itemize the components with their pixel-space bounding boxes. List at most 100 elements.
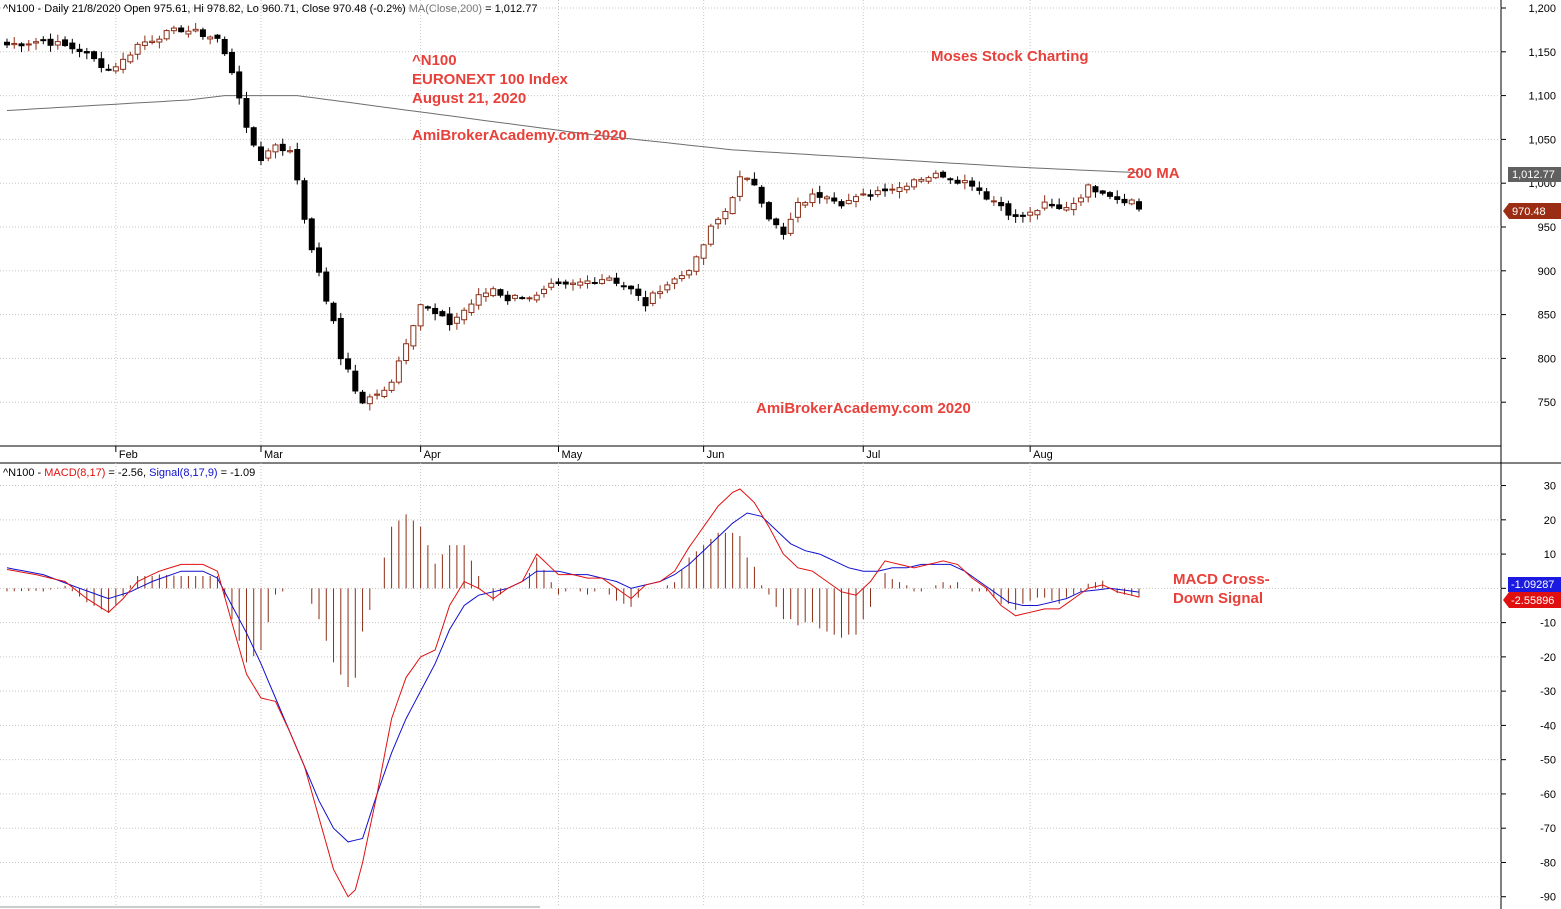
candle-body [511,294,518,299]
candle [504,291,511,305]
candle-body [773,218,780,226]
month-label: Jun [707,449,725,461]
candle-body [308,218,315,251]
candle-body [823,196,830,200]
candle-body [1041,201,1048,209]
candle [1019,211,1026,223]
candle-body [860,193,867,196]
candle-body [178,27,185,33]
candle [207,35,214,45]
candle [69,38,76,54]
candle [599,274,606,285]
candle-body [867,194,874,197]
candle [715,217,722,230]
candle-body [468,303,475,314]
candle [831,192,838,204]
candle-body [76,48,83,53]
candle-body [250,127,257,146]
candle [976,181,983,195]
candle [301,177,308,224]
month-label: Aug [1033,449,1053,461]
candle [693,255,700,276]
candle-body [410,325,417,347]
candle [940,170,947,179]
macd-axis-label: -70 [1540,823,1556,835]
macd-axis-label: -40 [1540,720,1556,732]
candle [983,187,990,201]
candle [1048,198,1055,209]
candle-body [584,280,591,285]
candle [461,307,468,325]
candle [453,312,460,330]
candle [853,193,859,208]
candle-body [1063,207,1070,211]
candle-body [751,178,758,186]
candle-body [446,313,453,326]
candle [1128,198,1135,206]
candle [526,296,533,302]
candle-body [366,396,373,405]
candle [345,352,352,373]
candle-body [1092,186,1099,193]
candle [867,189,874,201]
candle [882,183,889,197]
candle-body [802,202,809,206]
macd-axis: 3020100-10-20-30-40-50-60-70-80-90 [1501,481,1556,904]
month-axis: Feb Mar Apr May Jun Jul Aug [115,446,1053,461]
candle-body [961,180,968,184]
candle [1136,198,1142,212]
candle [395,356,402,385]
signal-line [6,512,1140,843]
candle-body [62,39,69,47]
candle-body [1070,202,1077,211]
candle [199,27,206,40]
candle [649,290,656,307]
candle [562,279,569,289]
candle-body [272,144,279,153]
candle-body [599,279,606,284]
candle [1027,206,1034,223]
candle [620,281,627,291]
candle-body [729,197,736,215]
candle [838,199,845,209]
candle [577,278,584,289]
candle-body [417,304,424,327]
candle-body [519,297,526,300]
price-header-ma-value: = 1,012.77 [482,3,537,15]
candle [918,177,925,184]
candle-body [374,393,381,396]
candle [765,200,772,222]
candle-body [1034,210,1041,216]
candle-body [236,71,243,99]
candle [628,285,635,295]
month-label: Jul [866,449,880,461]
price-header-ma-label: MA(Close,200) [409,3,482,15]
candle [4,38,10,49]
candle-body [990,200,997,203]
candle-body [330,302,337,322]
candle-body [882,188,889,192]
candle [1063,201,1070,212]
annotation-macd-cross-line2: Down Signal [1173,590,1263,607]
price-axis-label: 1,150 [1528,47,1556,59]
candle [816,185,823,204]
candle [316,242,323,277]
price-axis-label: 1,050 [1528,134,1556,146]
candle-body [787,218,794,234]
candle [308,217,315,253]
candle-body [134,43,141,55]
candle [149,35,156,45]
candle [657,285,664,299]
candle-body [453,316,460,324]
month-label: Apr [424,449,441,461]
candle-body [25,43,32,46]
candle-body [693,256,700,272]
macd-header: ^N100 - MACD(8,17) = -2.56, Signal(8,17,… [3,467,255,479]
candle [287,146,293,154]
candle [686,269,693,279]
candle-body [504,294,511,302]
candle [163,29,170,41]
close-value-tag-text: 970.48 [1512,206,1546,218]
candle [294,142,301,185]
macd-axis-label: -90 [1540,892,1556,904]
